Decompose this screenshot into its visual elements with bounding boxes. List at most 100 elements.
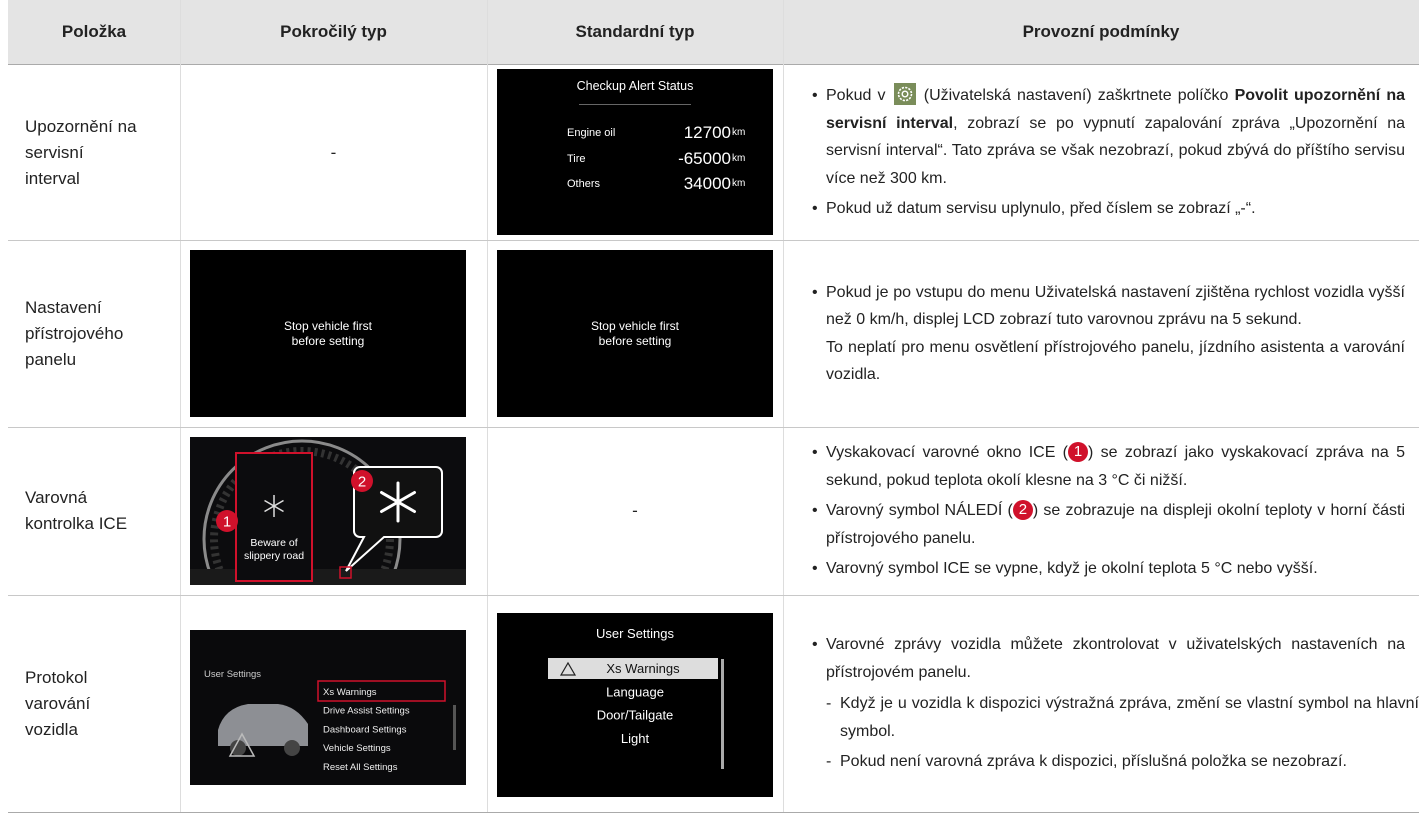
item-label: Nastavení přístrojového panelu: [25, 297, 124, 369]
shape: [190, 569, 466, 585]
shape: [228, 732, 256, 757]
item-label: Varovná kontrolka ICE: [25, 488, 128, 533]
conditions: Vyskakovací varovné okno ICE (1) se zobr…: [783, 427, 1419, 595]
conditions: Pokud v (Uživatelská nastavení) zaškrtne…: [783, 65, 1419, 240]
shape: Varovný symbol ICE se vypne, když je oko…: [826, 560, 1318, 578]
user-settings-standard: User Settings Xs Warnings Language Door/Tai…: [497, 613, 773, 797]
header-cell: Pokročilý typ: [180, 0, 487, 65]
entry-label: Others: [567, 178, 601, 190]
entry-unit: km: [732, 178, 746, 189]
row-divider: [8, 812, 1419, 813]
shape: Pokud v: [826, 87, 886, 105]
shape: [190, 630, 466, 785]
bullet: Varovný symbol ICE se vypne, když je oko…: [812, 555, 1405, 583]
menu-item: Light: [621, 731, 650, 746]
screen-text: Stop vehicle first: [590, 319, 680, 333]
message-line: slippery road: [244, 550, 304, 562]
shape: 1: [1068, 442, 1089, 463]
shape: [897, 86, 912, 102]
shape: Varovné zprávy vozidla můžete zkontrolov…: [826, 636, 1405, 681]
row-divider: [8, 240, 1419, 241]
menu-item: Door/Tailgate: [597, 708, 674, 723]
shape: 2: [1012, 500, 1033, 521]
shape: [202, 439, 402, 585]
empty-dash: -: [330, 142, 337, 162]
shape: [216, 510, 238, 532]
shape: , zobrazí se po vypnutí zapalování zpráv…: [826, 114, 1406, 187]
menu-item: Vehicle Settings: [323, 743, 391, 754]
conditions: Pokud je po vstupu do menu Uživatelská n…: [783, 240, 1419, 427]
shape: [351, 470, 373, 492]
header-cell: Provozní podmínky: [783, 0, 1419, 65]
snowflake: [264, 495, 284, 517]
bullet: Varovné zprávy vozidla můžete zkontrolov…: [812, 631, 1419, 776]
shape: [721, 659, 724, 769]
header-cell: Položka: [8, 0, 180, 65]
shape: Varovný symbol NÁLEDÍ (: [826, 502, 1013, 520]
header-cell: Standardní typ: [487, 0, 783, 65]
bullet-list: Pokud je po vstupu do menu Uživatelská n…: [812, 276, 1405, 392]
entry-unit: km: [732, 152, 746, 164]
settings-icon: [893, 83, 916, 106]
bold-text: Povolit upozornění na servisní interval: [826, 87, 1406, 132]
shape: [218, 704, 308, 746]
stop-screen: Stop vehicle first before setting: [497, 250, 773, 417]
column-divider: [180, 0, 181, 812]
checkup-screen: Checkup Alert Status Engine oil 12700 km Ti…: [497, 69, 773, 235]
menu-item: Reset All Settings: [323, 762, 398, 773]
column-divider: [783, 0, 784, 812]
shape: [230, 740, 246, 756]
shape: [317, 680, 446, 702]
shape: Vyskakovací varovné okno ICE (: [826, 444, 1069, 462]
shape: ) se zobrazuje na displeji okolní teplot…: [826, 502, 1405, 547]
message-line: Beware of: [250, 537, 297, 549]
shape: To neplatí pro menu osvětlení přístrojov…: [826, 338, 1405, 384]
sub-list: Když je u vozidla k dispozici výstražná …: [826, 690, 1419, 776]
shape: [453, 705, 456, 750]
entry-label: Engine oil: [567, 127, 616, 139]
shape: [345, 466, 443, 572]
shape: (Uživatelská nastavení) zaškrtnete políč…: [923, 87, 1229, 105]
conditions: Varovné zprávy vozidla můžete zkontrolov…: [783, 595, 1419, 812]
menu-item: Xs Warnings: [323, 687, 377, 698]
menu-item: Drive Assist Settings: [323, 706, 410, 717]
bullet: Pokud už datum servisu uplynulo, před čí…: [812, 195, 1405, 223]
entry-label: Tire: [567, 152, 586, 165]
shape: [380, 491, 416, 513]
separator: [579, 104, 691, 105]
row-divider: [8, 427, 1419, 428]
screen-text: before setting: [598, 334, 672, 348]
row-divider: [8, 595, 1419, 596]
stop-screen: Stop vehicle first before setting: [190, 250, 466, 417]
entry-value: 34000: [683, 174, 731, 193]
ice-message: Beware of slippery road: [244, 537, 304, 562]
menu-item: Language: [606, 684, 664, 699]
column-divider: [487, 0, 488, 812]
entry-value: -65000: [678, 148, 731, 168]
menu-item: Dashboard Settings: [323, 724, 407, 735]
shape: [339, 566, 352, 579]
marker: 2: [358, 474, 366, 491]
user-settings-advanced: User Settings Xs Warnings Drive Assist Set…: [190, 630, 466, 785]
marker: 1: [223, 514, 231, 531]
screen-title: Checkup Alert Status: [576, 79, 694, 93]
shape: ) se zobrazí jako vyskakovací zpráva na …: [826, 444, 1405, 489]
shape: [559, 661, 577, 676]
screen-text: before setting: [291, 334, 365, 348]
shape: [901, 90, 909, 98]
bullet: Pokud je po vstupu do menu Uživatelská n…: [812, 279, 1405, 389]
bullet-list: Vyskakovací varovné okno ICE (1) se zobr…: [812, 436, 1405, 586]
item-label: Protokol varování vozidla: [25, 667, 91, 739]
menu-title: User Settings: [204, 669, 261, 680]
shape: Pokud je po vstupu do menu Uživatelská n…: [826, 283, 1405, 329]
item-label: Upozornění na servisní interval: [25, 116, 137, 188]
bullet-list: Pokud v (Uživatelská nastavení) zaškrtne…: [812, 79, 1405, 226]
shape: [497, 613, 773, 797]
snowflake: [380, 481, 416, 523]
shape: [264, 499, 284, 513]
shape: [893, 83, 916, 106]
shape: [210, 447, 394, 585]
bullet: Pokud v (Uživatelská nastavení) zaškrtne…: [812, 82, 1406, 192]
bullet: Varovný symbol NÁLEDÍ (2) se zobrazuje n…: [812, 497, 1405, 552]
